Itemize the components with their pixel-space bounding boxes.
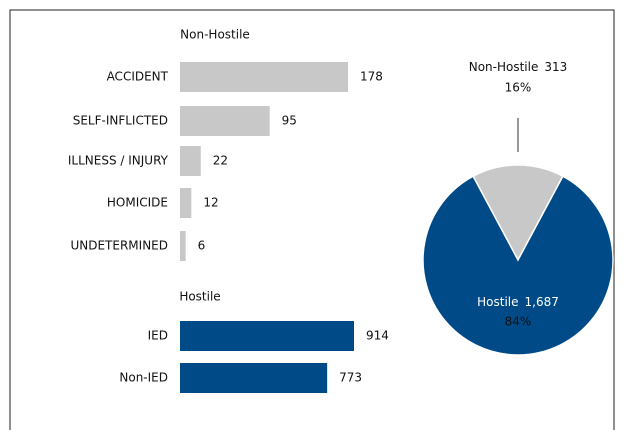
category-label: Non-IED: [119, 371, 168, 385]
slice-name: Hostile: [477, 295, 518, 309]
value-label: 773: [339, 371, 362, 385]
slice-percent: 16%: [505, 81, 532, 95]
value-label: 22: [213, 154, 228, 168]
value-label: 12: [203, 196, 218, 210]
bar: [180, 62, 348, 92]
slice-label: Hostile 1,687: [477, 295, 559, 309]
chart-title: Hostile: [179, 290, 220, 304]
chart-title: Non-Hostile: [180, 28, 250, 42]
slice-value: 313: [544, 60, 567, 74]
pie-slice: [472, 164, 564, 262]
value-label: 6: [198, 239, 206, 253]
category-label: IED: [148, 329, 168, 343]
category-label: ILLNESS / INJURY: [68, 154, 169, 168]
value-label: 914: [366, 329, 389, 343]
category-label: ACCIDENT: [107, 70, 169, 84]
slice-value: 1,687: [525, 295, 559, 309]
pie-slice: [422, 175, 614, 356]
bar: [180, 363, 328, 393]
bar: [180, 321, 354, 351]
slice-label: Non-Hostile 313: [469, 60, 568, 74]
bar: [180, 106, 270, 136]
slice-percent: 84%: [505, 315, 532, 329]
frame: [9, 9, 615, 430]
category-label: SELF-INFLICTED: [73, 114, 168, 128]
category-label: UNDETERMINED: [70, 239, 168, 253]
value-label: 178: [360, 70, 383, 84]
category-label: HOMICIDE: [107, 196, 168, 210]
value-label: 95: [282, 114, 297, 128]
bar: [180, 146, 201, 176]
slice-name: Non-Hostile: [469, 60, 539, 74]
bar: [180, 231, 186, 261]
bar: [180, 188, 192, 218]
